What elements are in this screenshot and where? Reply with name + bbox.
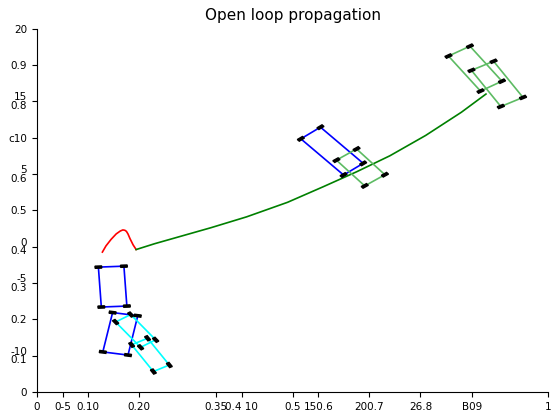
Polygon shape xyxy=(477,89,484,93)
Polygon shape xyxy=(129,342,134,347)
Polygon shape xyxy=(120,265,127,268)
Polygon shape xyxy=(124,354,132,357)
Polygon shape xyxy=(144,336,151,341)
Polygon shape xyxy=(490,59,497,63)
Polygon shape xyxy=(445,54,452,58)
Polygon shape xyxy=(497,105,505,109)
Polygon shape xyxy=(152,337,159,342)
Polygon shape xyxy=(360,161,367,166)
Polygon shape xyxy=(99,350,106,353)
Title: Open loop propagation: Open loop propagation xyxy=(204,8,381,24)
Polygon shape xyxy=(340,173,347,177)
Polygon shape xyxy=(498,79,506,84)
Polygon shape xyxy=(113,320,119,325)
Polygon shape xyxy=(466,44,474,48)
Polygon shape xyxy=(297,136,305,141)
Polygon shape xyxy=(137,345,144,350)
Polygon shape xyxy=(109,311,116,314)
Polygon shape xyxy=(123,305,130,307)
Polygon shape xyxy=(361,184,368,188)
Polygon shape xyxy=(151,369,156,374)
Polygon shape xyxy=(98,306,105,308)
Polygon shape xyxy=(333,158,340,163)
Polygon shape xyxy=(128,312,134,317)
Polygon shape xyxy=(134,314,141,317)
Polygon shape xyxy=(95,266,102,268)
Polygon shape xyxy=(317,125,324,129)
Polygon shape xyxy=(353,147,360,151)
Polygon shape xyxy=(166,362,172,368)
Polygon shape xyxy=(468,68,475,73)
Polygon shape xyxy=(381,173,389,177)
Polygon shape xyxy=(519,95,526,100)
